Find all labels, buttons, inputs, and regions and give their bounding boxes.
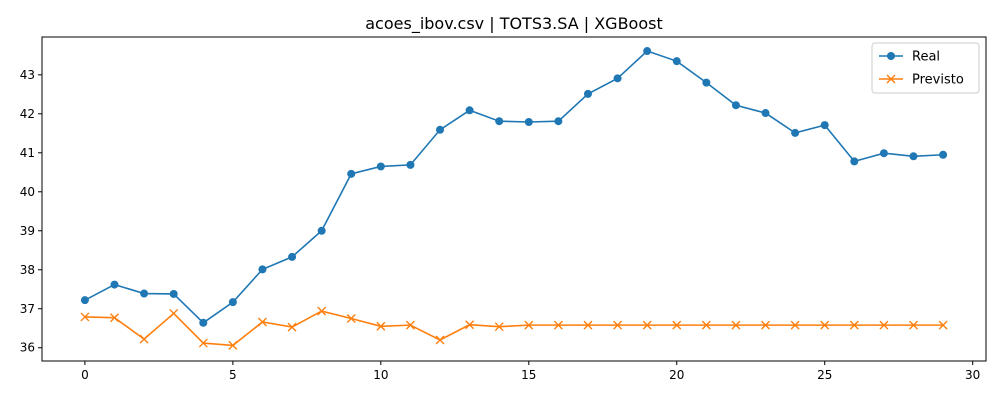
data-point-previsto [790, 320, 800, 330]
data-point-real [761, 109, 770, 118]
data-point-previsto [553, 320, 563, 330]
data-point-previsto [405, 320, 415, 330]
series-line-real [84, 50, 944, 324]
data-point-previsto [139, 334, 149, 344]
legend-entry-previsto: Previsto [879, 73, 964, 88]
data-point-real [791, 128, 800, 137]
data-point-real [347, 169, 356, 178]
data-point-real [140, 289, 149, 298]
legend-label-previsto: Previsto [912, 73, 964, 88]
data-point-real [731, 101, 740, 110]
data-point-real [436, 125, 445, 134]
data-point-previsto [879, 320, 889, 330]
legend-marker-real [887, 52, 895, 60]
axes: 0 5 10 15 20 25 30 36 37 38 39 40 41 42 43 [20, 36, 987, 382]
data-point-real [376, 162, 385, 171]
series-previsto [80, 306, 948, 350]
legend-marker-previsto [886, 74, 896, 84]
plot-frame [41, 36, 987, 362]
x-tick-label: 15 [521, 368, 536, 382]
data-point-previsto [317, 306, 327, 316]
data-point-previsto [524, 320, 534, 330]
chart-title: acoes_ibov.csv | TOTS3.SA | XGBoost [365, 14, 662, 34]
data-point-previsto [494, 322, 504, 332]
data-point-previsto [820, 320, 830, 330]
data-point-real [613, 74, 622, 83]
series-layer [80, 47, 948, 350]
data-point-real [80, 296, 89, 305]
y-tick-label: 39 [20, 224, 35, 238]
data-point-previsto [761, 320, 771, 330]
x-tick-label: 20 [669, 368, 684, 382]
data-point-real [199, 318, 208, 327]
data-point-previsto [583, 320, 593, 330]
y-tick-label: 42 [20, 107, 35, 121]
data-point-previsto [346, 314, 356, 323]
data-point-real [524, 117, 533, 126]
y-tick-label: 38 [20, 263, 35, 277]
data-point-previsto [80, 312, 90, 322]
x-tick-label: 10 [373, 368, 388, 382]
data-point-real [495, 117, 504, 126]
data-point-real [258, 265, 267, 274]
series-line-previsto [84, 310, 944, 347]
data-point-real [583, 89, 592, 98]
data-point-previsto [287, 322, 297, 332]
data-point-previsto [110, 313, 119, 323]
legend-label-real: Real [912, 50, 940, 65]
data-point-real [169, 289, 178, 298]
legend: Real Previsto [871, 42, 980, 94]
data-point-previsto [169, 308, 179, 318]
data-point-previsto [701, 320, 711, 330]
y-tick-label: 40 [20, 185, 35, 199]
data-point-real [317, 226, 326, 235]
data-point-real [909, 152, 918, 161]
y-tick-label: 36 [20, 341, 35, 355]
data-point-previsto [849, 320, 859, 330]
data-point-previsto [938, 320, 948, 330]
data-point-previsto [731, 320, 741, 330]
data-point-previsto [613, 320, 623, 330]
y-tick-label: 43 [20, 68, 35, 82]
data-point-real [465, 106, 474, 115]
x-tick-label: 25 [817, 368, 832, 382]
y-tick-label: 41 [20, 146, 35, 160]
legend-entry-real: Real [879, 50, 940, 65]
data-point-real [672, 57, 681, 66]
data-point-previsto [376, 321, 386, 331]
data-point-previsto [435, 335, 445, 345]
data-point-real [939, 150, 948, 159]
x-tick-label: 0 [81, 368, 89, 382]
data-point-previsto [465, 320, 475, 330]
data-point-previsto [642, 320, 652, 330]
data-point-real [228, 298, 237, 307]
data-point-previsto [672, 320, 682, 330]
data-point-real [879, 149, 888, 158]
data-point-real [643, 47, 652, 56]
series-real [80, 47, 948, 327]
data-point-previsto [257, 317, 267, 327]
x-tick-label: 5 [229, 368, 237, 382]
y-tick-label: 37 [20, 302, 35, 316]
data-point-real [110, 280, 119, 289]
data-point-previsto [909, 320, 918, 330]
data-point-real [406, 160, 415, 169]
data-point-real [850, 157, 859, 166]
data-point-previsto [198, 338, 208, 348]
data-point-previsto [228, 340, 238, 350]
x-tick-label: 30 [965, 368, 980, 382]
data-point-real [554, 117, 563, 126]
data-point-real [288, 252, 297, 261]
data-point-real [820, 121, 829, 130]
data-point-real [702, 78, 711, 87]
